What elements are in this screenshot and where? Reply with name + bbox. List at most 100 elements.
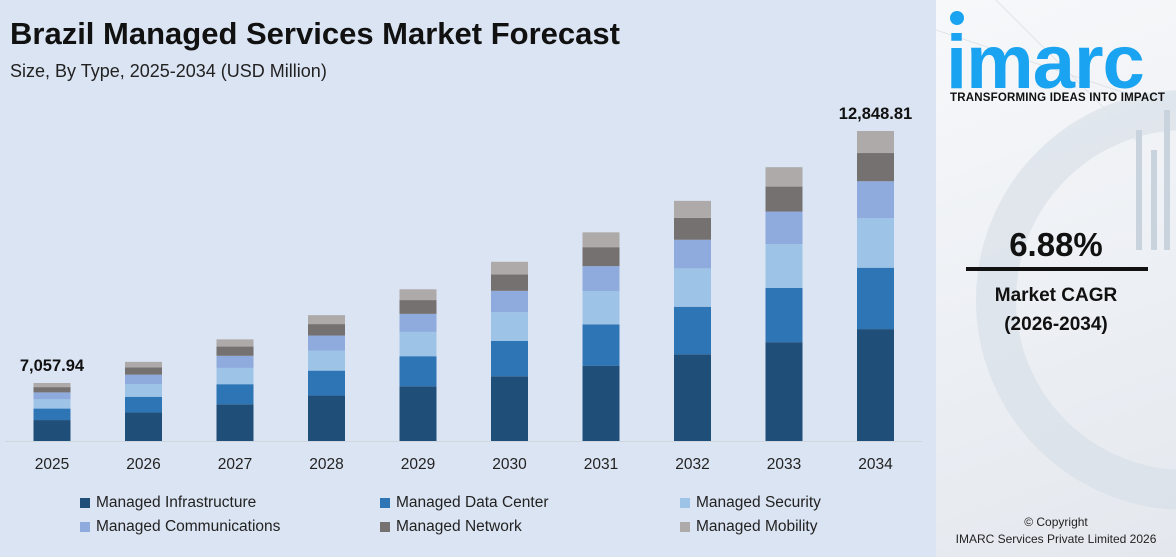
bar-segment-2033-managed-security [765, 244, 803, 288]
legend-swatch [680, 522, 690, 532]
legend-swatch [680, 498, 690, 508]
bar-segment-2025-managed-network [33, 387, 71, 393]
bar-segment-2032-managed-network [674, 217, 711, 240]
bar-segment-2034-managed-data-center [857, 267, 894, 330]
legend-label: Managed Data Center [396, 494, 549, 511]
cagr-value: 6.88% [1009, 226, 1103, 263]
bar-segment-2029-managed-data-center [399, 356, 437, 387]
bar-segment-2032-managed-infrastructure [674, 354, 711, 441]
legend-label: Managed Mobility [696, 518, 818, 535]
imarc-logo: imarc [946, 11, 1145, 93]
legend-swatch [80, 498, 90, 508]
bar-segment-2027-managed-security [216, 367, 254, 385]
chart-panel: Brazil Managed Services Market Forecast … [0, 0, 936, 557]
bar-segment-2033-managed-data-center [765, 287, 803, 343]
background-decoration [936, 0, 1176, 510]
legend-item: Managed Communications [80, 518, 380, 536]
tagline: TRANSFORMING IDEAS INTO IMPACT [950, 92, 1166, 104]
bar-segment-2029-managed-mobility [399, 289, 437, 301]
stacked-bar-chart: 2025 7,057.94 2026 2027 2028 2029 2030 2031 2032… [5, 105, 922, 473]
bar-segment-2031-managed-infrastructure [582, 365, 620, 441]
cagr-period: (2026-2034) [1004, 314, 1108, 335]
bar-segment-2033-managed-network [765, 186, 803, 212]
bar-segment-2031-managed-network [582, 247, 620, 267]
bar-segment-2034-managed-network [857, 153, 894, 182]
bar-segment-2033-managed-communications [765, 211, 803, 245]
legend-swatch [380, 522, 390, 532]
legend-label: Managed Security [696, 494, 821, 511]
bar-segment-2025-managed-communications [33, 392, 71, 400]
logo-text: imarc [946, 20, 1144, 93]
bar-segment-2026-managed-data-center [125, 396, 162, 413]
legend-label: Managed Communications [96, 518, 281, 535]
bar-segment-2028-managed-network [308, 324, 345, 336]
bar-segment-2031-managed-security [582, 290, 620, 325]
legend-swatch [80, 522, 90, 532]
bar-segment-2034-managed-mobility [857, 131, 894, 154]
bar-segment-2027-managed-mobility [216, 339, 254, 347]
legend-label: Managed Infrastructure [96, 494, 257, 511]
x-tick-label: 2034 [858, 456, 893, 473]
copyright: © Copyright [1024, 515, 1088, 529]
brand-panel: imarc TRANSFORMING IDEAS INTO IMPACT 6.8… [936, 0, 1176, 557]
bar-segment-2032-managed-mobility [674, 200, 711, 218]
cagr-label: Market CAGR [994, 285, 1118, 306]
bar-segment-2027-managed-communications [216, 355, 254, 368]
bar-segment-2032-managed-communications [674, 239, 711, 269]
bar-segment-2034-managed-security [857, 218, 894, 268]
bar-segment-2026-managed-infrastructure [125, 412, 162, 441]
bar-segment-2034-managed-infrastructure [857, 329, 894, 441]
bar-segment-2030-managed-network [491, 274, 528, 291]
bar-segment-2025-managed-data-center [33, 408, 71, 421]
bar-segment-2027-managed-infrastructure [216, 404, 254, 441]
bar-segment-2034-managed-communications [857, 181, 894, 219]
legend-label: Managed Network [396, 518, 522, 535]
x-tick-label: 2031 [584, 456, 618, 473]
bar-segment-2030-managed-communications [491, 290, 528, 313]
x-tick-label: 2025 [35, 456, 69, 473]
x-tick-label: 2029 [401, 456, 435, 473]
bar-segment-2028-managed-communications [308, 335, 345, 351]
bar-segment-2026-managed-mobility [125, 361, 162, 368]
total-label: 7,057.94 [20, 357, 85, 375]
x-tick-label: 2028 [309, 456, 343, 473]
bar-segment-2025-managed-security [33, 399, 71, 409]
bar-segment-2030-managed-security [491, 312, 528, 341]
legend-item: Managed Security [680, 494, 880, 512]
bar-segment-2025-managed-infrastructure [33, 420, 71, 441]
legend-swatch [380, 498, 390, 508]
bar-segment-2029-managed-infrastructure [399, 386, 437, 441]
x-tick-label: 2026 [126, 456, 160, 473]
bar-segment-2027-managed-data-center [216, 384, 254, 405]
bar-segment-2031-managed-data-center [582, 324, 620, 366]
bar-segment-2030-managed-infrastructure [491, 376, 528, 441]
chart-subtitle: Size, By Type, 2025-2034 (USD Million) [10, 61, 327, 81]
legend-item: Managed Mobility [680, 518, 880, 536]
bar-segment-2026-managed-security [125, 384, 162, 397]
bar-segment-2028-managed-security [308, 350, 345, 371]
bar-segment-2026-managed-communications [125, 374, 162, 385]
bar-segment-2026-managed-network [125, 367, 162, 375]
x-tick-label: 2030 [492, 456, 527, 473]
bar-segment-2033-managed-infrastructure [765, 342, 803, 441]
legend-item: Managed Data Center [380, 494, 680, 512]
total-label: 12,848.81 [839, 105, 912, 123]
bar-segment-2031-managed-mobility [582, 232, 620, 248]
bar-segment-2032-managed-security [674, 268, 711, 307]
chart-title: Brazil Managed Services Market Forecast [10, 16, 620, 51]
bar-segment-2029-managed-security [399, 331, 437, 357]
legend-item: Managed Network [380, 518, 680, 536]
bar-segment-2028-managed-mobility [308, 315, 345, 325]
bar-segment-2030-managed-mobility [491, 261, 528, 275]
x-tick-label: 2033 [767, 456, 801, 473]
bar-segment-2027-managed-network [216, 346, 254, 356]
bar-segment-2032-managed-data-center [674, 306, 711, 355]
x-tick-label: 2027 [218, 456, 252, 473]
bar-segment-2029-managed-communications [399, 313, 437, 332]
divider [966, 267, 1148, 271]
bar-segment-2031-managed-communications [582, 266, 620, 291]
bar-segment-2033-managed-mobility [765, 167, 803, 187]
bar-segment-2029-managed-network [399, 300, 437, 314]
legend: Managed Infrastructure Managed Data Cente… [80, 494, 880, 536]
bar-segment-2025-managed-mobility [33, 382, 71, 388]
